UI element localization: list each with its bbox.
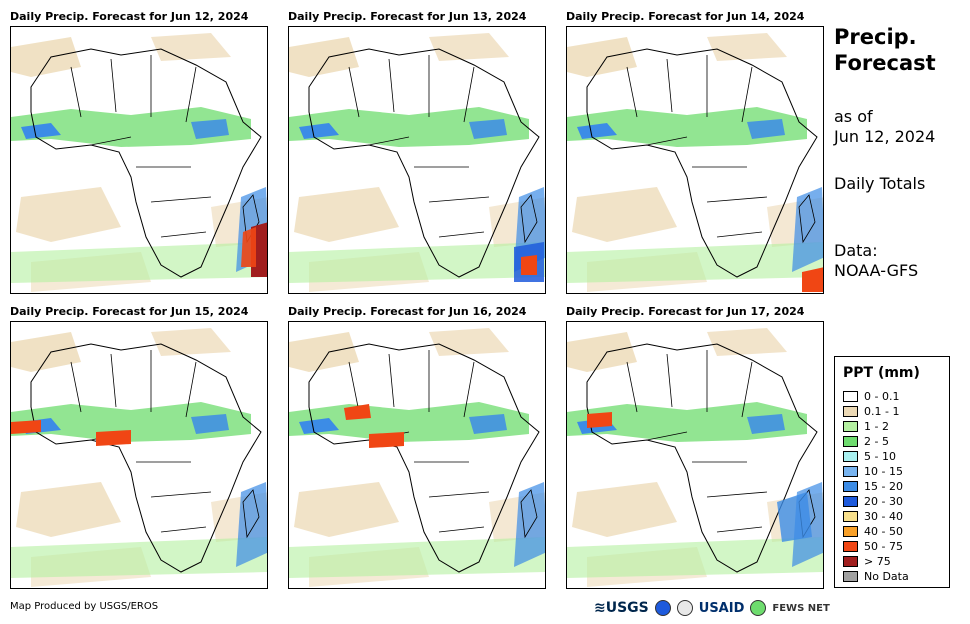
legend: PPT (mm) 0 - 0.1 0.1 - 1 1 - 2 2 - 5 5 - 10 1…	[834, 356, 950, 588]
legend-swatch	[843, 556, 858, 567]
usgs-logo: ≋USGS	[594, 600, 649, 616]
legend-swatch	[843, 421, 858, 432]
seal-logo-icon	[676, 600, 693, 616]
forecast-panel-jun15: Daily Precip. Forecast for Jun 15, 2024	[10, 305, 268, 589]
forecast-panel-jun14: Daily Precip. Forecast for Jun 14, 2024	[566, 10, 824, 294]
panel-title: Daily Precip. Forecast for Jun 17, 2024	[566, 305, 805, 318]
asof-text: as of Jun 12, 2024	[834, 107, 935, 147]
legend-label: 1 - 2	[864, 420, 889, 433]
legend-label: 50 - 75	[864, 540, 903, 553]
legend-label: 10 - 15	[864, 465, 903, 478]
asof-line1: as of	[834, 107, 873, 126]
logo-bar: ≋USGS USAID FEWS NET	[594, 598, 830, 618]
legend-item: 0 - 0.1	[843, 389, 909, 404]
totals-text: Daily Totals	[834, 174, 926, 193]
fews-net-logo: FEWS NET	[772, 602, 830, 614]
legend-swatch	[843, 391, 858, 402]
panel-title: Daily Precip. Forecast for Jun 14, 2024	[566, 10, 805, 23]
asof-line2: Jun 12, 2024	[834, 127, 936, 146]
legend-label: 30 - 40	[864, 510, 903, 523]
forecast-panel-jun17: Daily Precip. Forecast for Jun 17, 2024	[566, 305, 824, 589]
map-credit: Map Produced by USGS/EROS	[10, 601, 159, 612]
panel-title: Daily Precip. Forecast for Jun 13, 2024	[288, 10, 527, 23]
legend-list: 0 - 0.1 0.1 - 1 1 - 2 2 - 5 5 - 10 10 - 15 15 …	[843, 389, 909, 584]
precip-map	[566, 26, 824, 294]
legend-item: 30 - 40	[843, 509, 909, 524]
side-title-line1: Precip.	[834, 25, 917, 49]
legend-item: 10 - 15	[843, 464, 909, 479]
legend-label: No Data	[864, 570, 909, 583]
legend-swatch	[843, 526, 858, 537]
legend-swatch	[843, 496, 858, 507]
side-title: Precip. Forecast	[834, 24, 936, 76]
legend-swatch	[843, 571, 858, 582]
legend-label: 40 - 50	[864, 525, 903, 538]
legend-swatch	[843, 481, 858, 492]
precip-map	[288, 321, 546, 589]
legend-item: 5 - 10	[843, 449, 909, 464]
panel-title: Daily Precip. Forecast for Jun 15, 2024	[10, 305, 249, 318]
legend-item: 20 - 30	[843, 494, 909, 509]
legend-swatch	[843, 406, 858, 417]
legend-title: PPT (mm)	[843, 365, 920, 381]
legend-item: No Data	[843, 569, 909, 584]
panel-title: Daily Precip. Forecast for Jun 12, 2024	[10, 10, 249, 23]
legend-item: 2 - 5	[843, 434, 909, 449]
legend-label: 5 - 10	[864, 450, 896, 463]
data-source-text: Data: NOAA-GFS	[834, 241, 918, 281]
globe-icon	[750, 600, 767, 616]
legend-item: 1 - 2	[843, 419, 909, 434]
legend-label: 2 - 5	[864, 435, 889, 448]
side-title-line2: Forecast	[834, 51, 936, 75]
legend-swatch	[843, 466, 858, 477]
legend-swatch	[843, 541, 858, 552]
data-source-line1: Data:	[834, 241, 878, 260]
legend-label: 0.1 - 1	[864, 405, 900, 418]
precip-map	[566, 321, 824, 589]
legend-swatch	[843, 511, 858, 522]
legend-item: > 75	[843, 554, 909, 569]
precip-map	[10, 26, 268, 294]
legend-item: 15 - 20	[843, 479, 909, 494]
data-source-line2: NOAA-GFS	[834, 261, 919, 280]
precip-map	[10, 321, 268, 589]
legend-item: 0.1 - 1	[843, 404, 909, 419]
legend-item: 50 - 75	[843, 539, 909, 554]
legend-label: 0 - 0.1	[864, 390, 900, 403]
panel-title: Daily Precip. Forecast for Jun 16, 2024	[288, 305, 527, 318]
legend-swatch	[843, 436, 858, 447]
legend-swatch	[843, 451, 858, 462]
legend-label: > 75	[864, 555, 891, 568]
usaid-logo: USAID	[698, 600, 745, 616]
legend-item: 40 - 50	[843, 524, 909, 539]
legend-label: 20 - 30	[864, 495, 903, 508]
precip-map	[288, 26, 546, 294]
noaa-logo-icon	[654, 600, 671, 616]
legend-label: 15 - 20	[864, 480, 903, 493]
forecast-panel-jun13: Daily Precip. Forecast for Jun 13, 2024	[288, 10, 546, 294]
forecast-panel-jun16: Daily Precip. Forecast for Jun 16, 2024	[288, 305, 546, 589]
forecast-panel-jun12: Daily Precip. Forecast for Jun 12, 2024	[10, 10, 268, 294]
